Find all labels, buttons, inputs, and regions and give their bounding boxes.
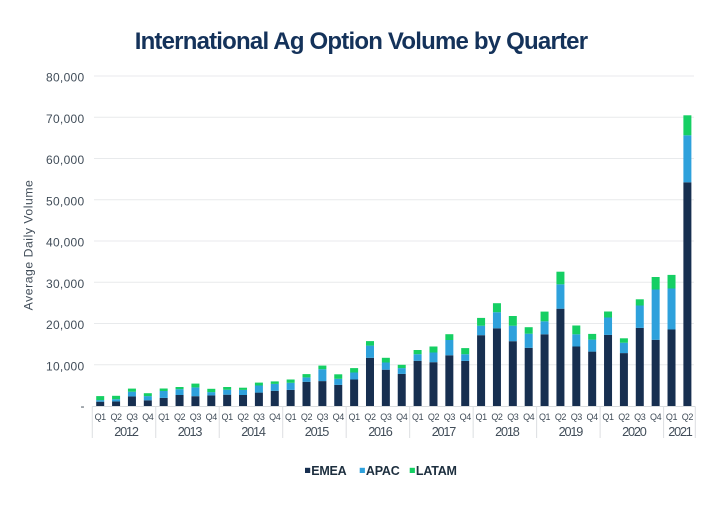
svg-text:Q3: Q3 [380,412,392,422]
svg-text:2013: 2013 [178,425,203,439]
svg-text:10,000: 10,000 [46,359,85,373]
svg-text:APAC: APAC [366,464,400,478]
svg-text:2015: 2015 [305,425,330,439]
svg-text:Average Daily Volume: Average Daily Volume [21,180,35,311]
svg-text:LATAM: LATAM [416,464,457,478]
svg-text:Q3: Q3 [571,412,583,422]
svg-text:80,000: 80,000 [46,71,85,85]
svg-text:70,000: 70,000 [46,112,85,126]
svg-text:Q2: Q2 [682,412,694,422]
svg-text:Q4: Q4 [333,412,345,422]
svg-text:Q3: Q3 [253,412,265,422]
svg-text:Q2: Q2 [301,412,313,422]
svg-text:Q1: Q1 [158,412,170,422]
svg-text:60,000: 60,000 [46,153,85,167]
svg-text:Q1: Q1 [539,412,551,422]
svg-text:Q4: Q4 [269,412,281,422]
svg-text:Q1: Q1 [666,412,678,422]
svg-text:Q4: Q4 [587,412,599,422]
svg-text:Q4: Q4 [142,412,154,422]
svg-text:Q2: Q2 [110,412,122,422]
svg-text:30,000: 30,000 [46,277,85,291]
svg-text:Q3: Q3 [507,412,519,422]
svg-text:2021: 2021 [668,425,693,439]
svg-text:Q3: Q3 [634,412,646,422]
svg-text:Q1: Q1 [475,412,487,422]
svg-text:Q4: Q4 [650,412,662,422]
svg-text:Q1: Q1 [412,412,424,422]
svg-text:Q2: Q2 [555,412,567,422]
svg-text:2016: 2016 [368,425,393,439]
svg-text:Q3: Q3 [444,412,456,422]
svg-text:2020: 2020 [622,425,647,439]
svg-text:Q3: Q3 [126,412,138,422]
svg-text:Q1: Q1 [222,412,234,422]
svg-text:Q2: Q2 [428,412,440,422]
svg-text:40,000: 40,000 [46,236,85,250]
svg-text:Q4: Q4 [206,412,218,422]
svg-text:Q3: Q3 [317,412,329,422]
svg-text:Q4: Q4 [523,412,535,422]
svg-text:Q1: Q1 [285,412,297,422]
svg-text:2019: 2019 [559,425,584,439]
svg-text:Q2: Q2 [491,412,503,422]
svg-text:Q1: Q1 [349,412,361,422]
svg-text:50,000: 50,000 [46,194,85,208]
svg-text:-: - [81,399,85,413]
svg-text:Q4: Q4 [460,412,472,422]
svg-text:Q3: Q3 [190,412,202,422]
svg-text:2018: 2018 [495,425,520,439]
svg-text:2017: 2017 [432,425,457,439]
svg-text:Q4: Q4 [396,412,408,422]
svg-text:Q2: Q2 [237,412,249,422]
svg-text:Q2: Q2 [364,412,376,422]
svg-text:Q2: Q2 [174,412,186,422]
svg-text:International Ag Option Volume: International Ag Option Volume by Quarte… [135,28,588,55]
svg-text:Q1: Q1 [602,412,614,422]
svg-text:EMEA: EMEA [311,464,346,478]
svg-text:Q1: Q1 [95,412,107,422]
svg-text:2012: 2012 [114,425,139,439]
svg-text:20,000: 20,000 [46,318,85,332]
svg-text:Q2: Q2 [618,412,630,422]
svg-text:2014: 2014 [241,425,266,439]
